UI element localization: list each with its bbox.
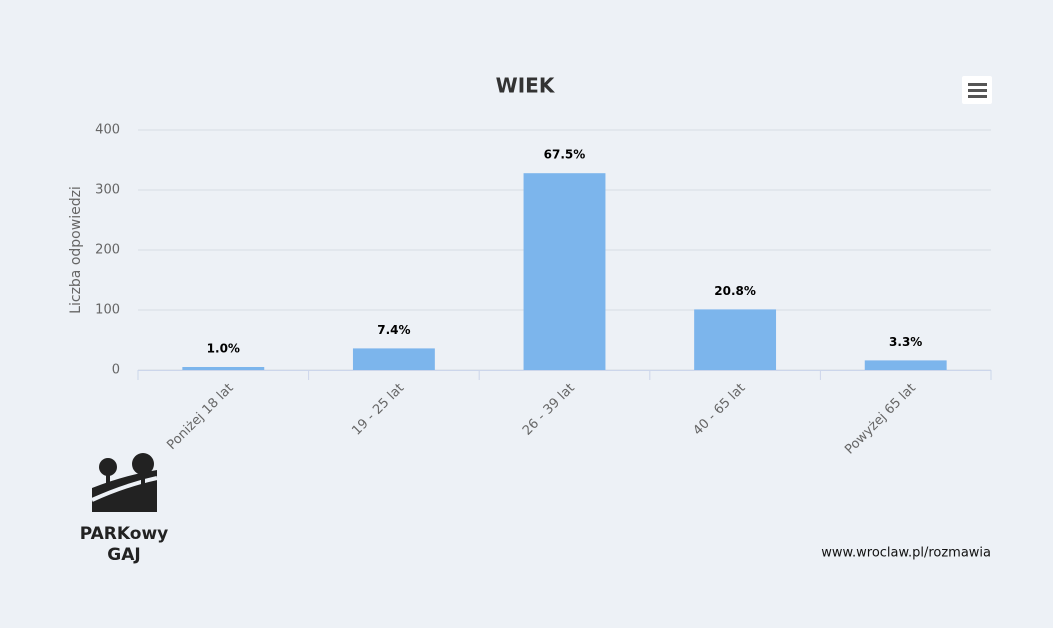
data-label: 20.8% xyxy=(714,284,756,298)
logo-text: GAJ xyxy=(107,545,140,565)
y-tick-label: 200 xyxy=(95,243,120,258)
bar xyxy=(523,173,606,370)
logo: PARKowy GAJ xyxy=(80,453,169,565)
footer: www.wroclaw.pl/rozmawia xyxy=(821,546,991,561)
logo-text: PARKowy xyxy=(80,524,169,544)
y-tick-label: 400 xyxy=(95,123,120,138)
y-axis-label: Liczba odpowiedzi xyxy=(68,186,84,314)
bar xyxy=(864,360,947,370)
data-label: 7.4% xyxy=(377,323,410,337)
bar xyxy=(694,309,777,370)
y-tick-label: 100 xyxy=(95,303,120,318)
y-tick-label: 0 xyxy=(112,363,120,378)
bar xyxy=(182,367,265,370)
data-label: 3.3% xyxy=(889,335,922,349)
bar xyxy=(352,348,435,370)
chart-title: WIEK xyxy=(496,74,556,98)
data-label: 1.0% xyxy=(207,342,240,356)
y-tick-label: 300 xyxy=(95,183,120,198)
menu-button[interactable] xyxy=(962,76,992,104)
data-label: 67.5% xyxy=(544,148,586,162)
